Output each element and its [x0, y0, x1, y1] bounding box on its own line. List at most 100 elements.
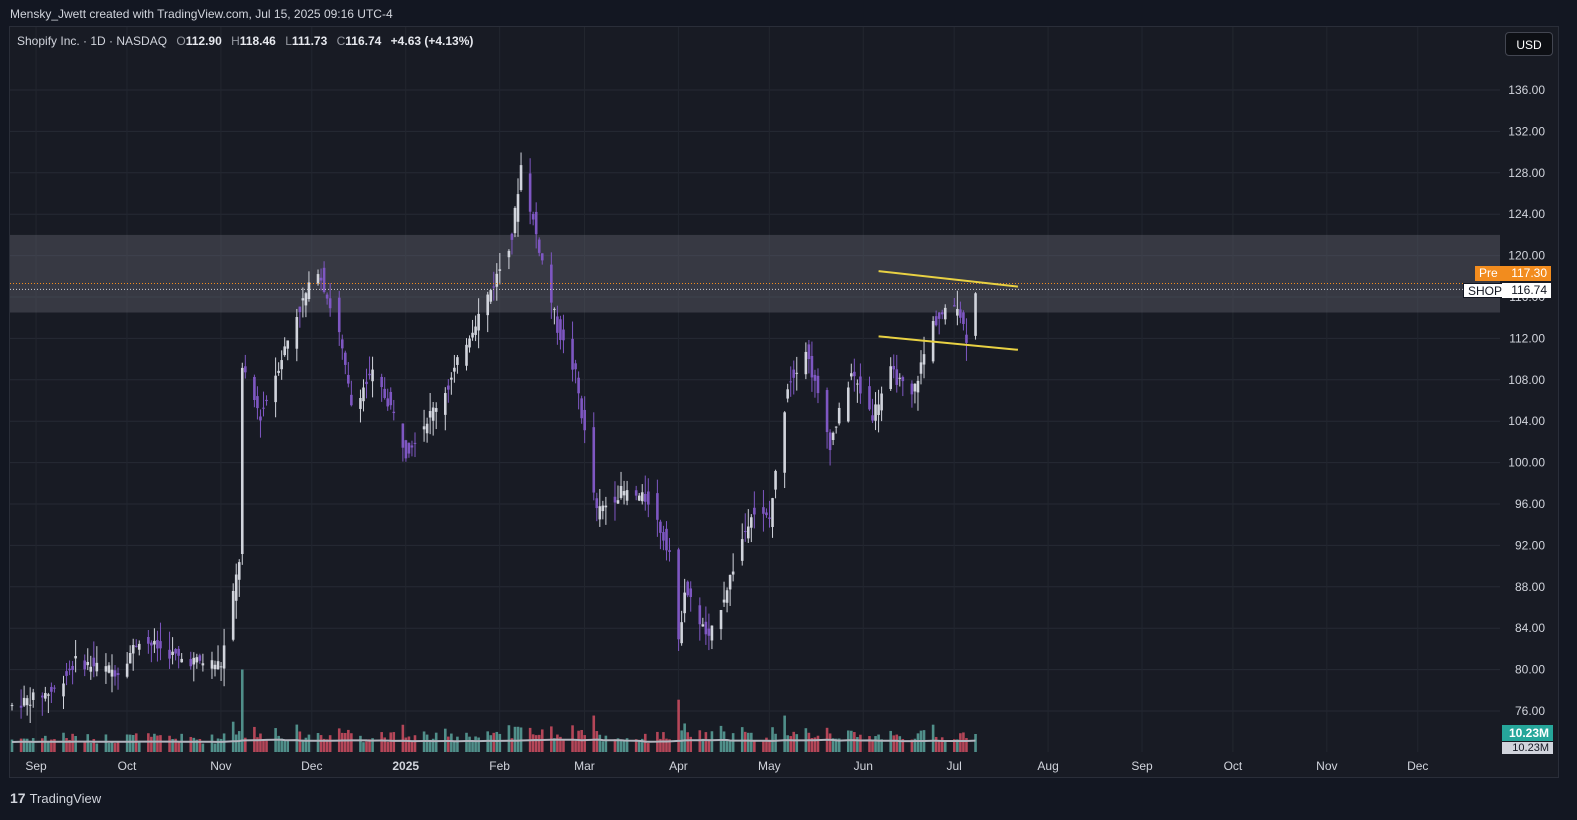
volume-bar [965, 738, 968, 752]
candle-body [265, 399, 268, 402]
candle-body [231, 590, 235, 640]
volume-bar [295, 724, 299, 752]
volume-bar [762, 741, 765, 752]
volume-bar [74, 735, 77, 752]
candle-body [816, 375, 820, 394]
volume-bar [359, 735, 362, 752]
volume-bar [407, 736, 411, 752]
time-axis[interactable]: Sep Oct Nov Dec 2025 Feb Mar Apr May Jun Jul Aug Sep… [25, 759, 1428, 773]
candle-body [337, 297, 341, 333]
candle-body [125, 663, 129, 677]
tradingview-logo-icon: 17 [10, 790, 26, 806]
candle-body [765, 512, 768, 516]
volume-bar [489, 735, 493, 752]
volume-bar [683, 723, 686, 752]
volume-bar [453, 740, 456, 752]
candle-body [740, 539, 744, 561]
last-price-tag: 116.74 [1502, 283, 1551, 298]
volume-bar [707, 739, 711, 752]
volume-bar [328, 735, 332, 752]
volume-bar [625, 738, 629, 752]
volume-bar [277, 735, 280, 752]
volume-bar [740, 727, 744, 752]
candle-body [486, 294, 490, 316]
volume-bar [168, 735, 171, 752]
candle-body [637, 495, 641, 501]
candle-body [859, 376, 862, 394]
price-axis[interactable]: 76.00 80.00 84.00 88.00 92.00 96.00 100.00 104.… [1508, 83, 1545, 718]
volume-bar [477, 737, 480, 752]
volume-bar [344, 733, 347, 752]
candle-body [137, 643, 141, 650]
candle-body [371, 369, 374, 382]
volume-bar [298, 731, 302, 752]
candle-body [74, 656, 77, 659]
volume-bar [604, 735, 608, 752]
candle-body [222, 645, 226, 669]
candle-body [768, 517, 771, 519]
volume-bar [465, 732, 468, 752]
volume-bar [362, 742, 365, 752]
trendline [878, 335, 1019, 351]
volume-bar [556, 734, 559, 752]
candle-body [795, 372, 799, 374]
candle-body [71, 665, 74, 671]
volume-bar [783, 715, 786, 752]
candle-body [19, 705, 23, 708]
candle-body [962, 312, 965, 324]
volume-bar [898, 736, 902, 752]
trendline [878, 270, 1019, 288]
volume-bar [974, 734, 977, 752]
candle-body [846, 387, 850, 422]
volume-bar [113, 743, 117, 752]
price-tick-label: 76.00 [1515, 704, 1545, 718]
volume-bar [571, 725, 574, 752]
price-tick-label: 92.00 [1515, 538, 1545, 552]
volume-bar [771, 727, 774, 752]
candle-body [10, 705, 14, 707]
volume-bar [195, 739, 199, 752]
volume-bar [31, 738, 35, 752]
volume-bar [492, 732, 496, 752]
volume-bar [677, 699, 680, 752]
candle-body [940, 312, 944, 315]
candle-body [807, 344, 811, 360]
candle-body [147, 637, 150, 644]
candle-body [168, 649, 171, 659]
candle-body [180, 658, 183, 663]
volume-bar [534, 735, 538, 752]
candle-body [528, 173, 532, 212]
candlesticks [10, 152, 977, 724]
volume-bar [828, 733, 832, 752]
low-value: 111.73 [291, 34, 328, 48]
candle-body [616, 500, 620, 504]
volume-bar [559, 736, 562, 752]
candle-body [283, 346, 286, 356]
candle-body [828, 432, 832, 451]
candle-body [295, 317, 299, 349]
chart-frame[interactable] [9, 26, 1559, 778]
volume-bar [871, 740, 874, 752]
volume-bar [616, 738, 620, 752]
currency-button[interactable]: USD [1505, 32, 1553, 56]
price-tick-label: 132.00 [1508, 124, 1545, 138]
volume-bar [92, 739, 96, 752]
volume-bar [634, 739, 638, 752]
volume-bar [219, 738, 223, 752]
volume-bar [216, 738, 220, 752]
candle-body [959, 309, 962, 318]
volume-bar [810, 738, 814, 752]
candle-body [468, 338, 471, 348]
volume-bar [244, 737, 247, 752]
candle-body [601, 505, 605, 512]
price-tick-label: 96.00 [1515, 497, 1545, 511]
volume-moving-average [11, 738, 976, 743]
price-tick-label: 100.00 [1508, 456, 1545, 470]
candle-body [577, 377, 580, 394]
candle-body [825, 390, 829, 433]
tradingview-branding[interactable]: 17 TradingView [10, 790, 101, 806]
volume-bar [874, 736, 877, 752]
volume-bar [231, 721, 235, 752]
volume-bar [553, 738, 556, 752]
